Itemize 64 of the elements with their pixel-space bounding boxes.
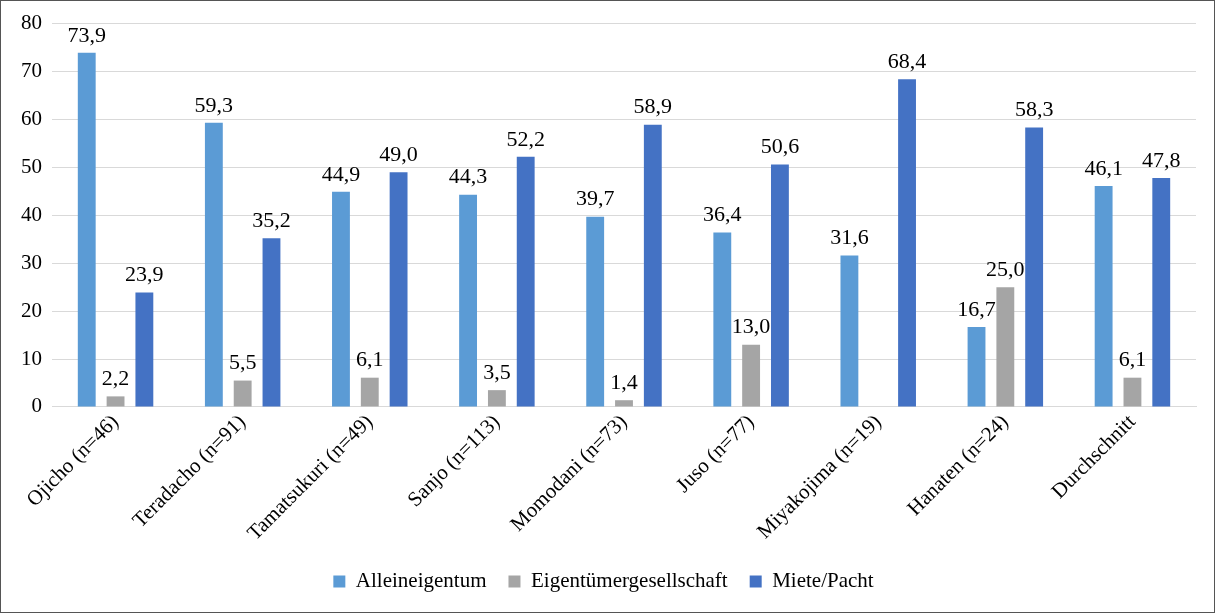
- data-label: 13,0: [731, 313, 771, 339]
- legend-label: Eigentümergesellschaft: [530, 568, 728, 593]
- bar: [389, 172, 408, 407]
- y-tick-label: 70: [21, 58, 42, 83]
- data-label: 49,0: [379, 140, 418, 166]
- data-label: 36,4: [703, 201, 742, 227]
- bar: [204, 122, 223, 407]
- bar: [262, 238, 281, 407]
- legend-label: Alleineigentum: [355, 568, 487, 593]
- data-label: 16,7: [957, 295, 996, 321]
- bar: [643, 124, 662, 407]
- data-label: 47,8: [1142, 146, 1181, 172]
- data-label: 46,1: [1084, 154, 1123, 180]
- bar: [487, 390, 506, 407]
- legend-label: Miete/Pacht: [772, 568, 874, 593]
- bar: [742, 344, 761, 407]
- bar: [135, 292, 154, 407]
- data-label: 2,2: [101, 365, 130, 391]
- y-tick-label: 0: [31, 393, 42, 418]
- data-label: 73,9: [67, 21, 106, 47]
- data-label: 3,5: [483, 358, 511, 384]
- bar: [996, 287, 1015, 407]
- bar: [516, 156, 535, 407]
- data-label: 44,3: [448, 163, 488, 189]
- bar: [1123, 377, 1142, 407]
- y-tick-label: 40: [21, 201, 42, 226]
- bar: [586, 216, 605, 407]
- bar: [770, 164, 789, 407]
- bar: [77, 52, 96, 407]
- bar: [360, 377, 379, 407]
- data-label: 58,9: [633, 93, 673, 119]
- y-tick-label: 60: [21, 105, 42, 130]
- data-label: 59,3: [194, 91, 234, 117]
- bar: [615, 400, 633, 407]
- data-label: 58,3: [1014, 96, 1054, 122]
- bar: [713, 232, 732, 407]
- y-tick-label: 80: [21, 10, 42, 35]
- data-label: 23,9: [125, 261, 164, 287]
- bar: [1025, 127, 1044, 407]
- data-label: 68,4: [887, 47, 927, 73]
- bar: [332, 191, 350, 407]
- bar: [1152, 177, 1171, 407]
- bar: [967, 326, 986, 407]
- bar: [233, 380, 252, 407]
- data-label: 5,5: [228, 349, 257, 375]
- data-label: 6,1: [356, 346, 384, 372]
- y-tick-label: 10: [21, 345, 42, 370]
- data-label: 1,4: [610, 368, 638, 394]
- bar: [459, 194, 478, 407]
- bar: [898, 79, 916, 407]
- bar: [106, 396, 125, 407]
- data-label: 50,6: [760, 133, 800, 159]
- y-tick-label: 20: [21, 297, 42, 322]
- bar: [840, 255, 859, 407]
- y-tick-label: 50: [21, 153, 42, 178]
- data-label: 39,7: [575, 185, 615, 211]
- data-label: 35,2: [252, 207, 291, 233]
- y-tick-label: 30: [21, 249, 42, 274]
- data-label: 31,6: [830, 224, 869, 250]
- data-label: 52,2: [506, 125, 545, 151]
- data-label: 44,9: [321, 160, 361, 186]
- data-label: 6,1: [1118, 346, 1147, 372]
- bar: [1094, 186, 1113, 407]
- data-label: 25,0: [986, 255, 1025, 281]
